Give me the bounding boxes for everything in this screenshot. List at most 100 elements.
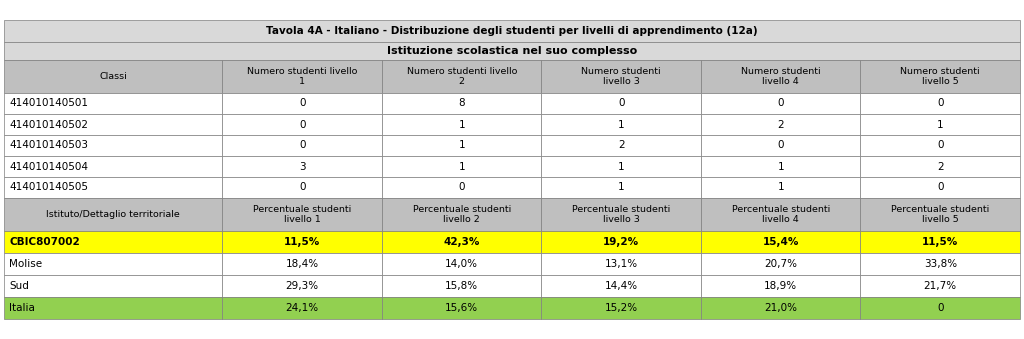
Bar (382, 135, 542, 156)
Bar (222, 60, 382, 93)
Bar (701, 275, 860, 297)
Bar (4, 42, 1020, 60)
Bar (860, 93, 1020, 114)
Bar (382, 114, 542, 135)
Bar (860, 177, 1020, 198)
Text: 1: 1 (777, 161, 784, 172)
Text: Sud: Sud (9, 281, 29, 291)
Bar (701, 114, 860, 135)
Bar (701, 297, 860, 319)
Bar (382, 60, 542, 93)
Bar (4, 20, 1020, 42)
Text: 0: 0 (937, 303, 943, 313)
Text: Classi: Classi (99, 72, 127, 81)
Text: 0: 0 (937, 140, 943, 151)
Text: Percentuale studenti
livello 5: Percentuale studenti livello 5 (891, 205, 989, 224)
Text: Istituto/Dettaglio territoriale: Istituto/Dettaglio territoriale (46, 210, 180, 219)
Text: 1: 1 (459, 120, 465, 129)
Text: 42,3%: 42,3% (443, 237, 480, 247)
Bar (542, 156, 701, 177)
Bar (542, 177, 701, 198)
Bar (542, 93, 701, 114)
Bar (860, 231, 1020, 253)
Text: 33,8%: 33,8% (924, 259, 956, 269)
Bar (382, 275, 542, 297)
Text: 414010140503: 414010140503 (9, 140, 88, 151)
Bar (222, 198, 382, 231)
Text: 15,6%: 15,6% (445, 303, 478, 313)
Bar (4, 198, 222, 231)
Bar (382, 93, 542, 114)
Text: 14,0%: 14,0% (445, 259, 478, 269)
Bar (222, 114, 382, 135)
Bar (860, 198, 1020, 231)
Text: 0: 0 (299, 182, 305, 193)
Text: 1: 1 (617, 182, 625, 193)
Text: Percentuale studenti
livello 3: Percentuale studenti livello 3 (572, 205, 671, 224)
Text: Italia: Italia (9, 303, 35, 313)
Text: 0: 0 (937, 99, 943, 108)
Text: 13,1%: 13,1% (604, 259, 638, 269)
Text: Numero studenti
livello 4: Numero studenti livello 4 (741, 67, 820, 86)
Bar (701, 177, 860, 198)
Text: 11,5%: 11,5% (923, 237, 958, 247)
Text: 1: 1 (459, 140, 465, 151)
Bar (860, 253, 1020, 275)
Text: 15,4%: 15,4% (763, 237, 799, 247)
Text: Percentuale studenti
livello 2: Percentuale studenti livello 2 (413, 205, 511, 224)
Bar (542, 231, 701, 253)
Text: 0: 0 (459, 182, 465, 193)
Bar (542, 135, 701, 156)
Text: Percentuale studenti
livello 4: Percentuale studenti livello 4 (731, 205, 829, 224)
Text: 0: 0 (299, 99, 305, 108)
Bar (4, 114, 222, 135)
Text: 20,7%: 20,7% (764, 259, 798, 269)
Text: 18,9%: 18,9% (764, 281, 798, 291)
Bar (382, 198, 542, 231)
Text: 0: 0 (617, 99, 625, 108)
Bar (382, 253, 542, 275)
Text: 414010140504: 414010140504 (9, 161, 88, 172)
Text: 0: 0 (937, 182, 943, 193)
Bar (4, 231, 222, 253)
Bar (701, 135, 860, 156)
Bar (860, 60, 1020, 93)
Bar (222, 275, 382, 297)
Text: 14,4%: 14,4% (604, 281, 638, 291)
Text: Numero studenti
livello 5: Numero studenti livello 5 (900, 67, 980, 86)
Text: 11,5%: 11,5% (284, 237, 321, 247)
Bar (382, 177, 542, 198)
Text: 2: 2 (777, 120, 784, 129)
Bar (701, 93, 860, 114)
Bar (542, 114, 701, 135)
Text: 414010140501: 414010140501 (9, 99, 88, 108)
Bar (542, 198, 701, 231)
Bar (4, 297, 222, 319)
Bar (222, 135, 382, 156)
Text: 15,2%: 15,2% (604, 303, 638, 313)
Bar (4, 275, 222, 297)
Bar (542, 275, 701, 297)
Bar (701, 253, 860, 275)
Bar (4, 253, 222, 275)
Text: 3: 3 (299, 161, 305, 172)
Bar (382, 156, 542, 177)
Bar (860, 135, 1020, 156)
Bar (382, 297, 542, 319)
Text: Numero studenti livello
2: Numero studenti livello 2 (407, 67, 517, 86)
Bar (542, 60, 701, 93)
Text: 15,8%: 15,8% (445, 281, 478, 291)
Text: 0: 0 (299, 120, 305, 129)
Text: Istituzione scolastica nel suo complesso: Istituzione scolastica nel suo complesso (387, 46, 637, 56)
Text: 21,0%: 21,0% (764, 303, 798, 313)
Text: Numero studenti livello
1: Numero studenti livello 1 (247, 67, 357, 86)
Text: 0: 0 (299, 140, 305, 151)
Bar (701, 156, 860, 177)
Bar (4, 156, 222, 177)
Bar (222, 93, 382, 114)
Bar (382, 231, 542, 253)
Bar (860, 114, 1020, 135)
Text: 2: 2 (617, 140, 625, 151)
Text: 1: 1 (777, 182, 784, 193)
Bar (222, 156, 382, 177)
